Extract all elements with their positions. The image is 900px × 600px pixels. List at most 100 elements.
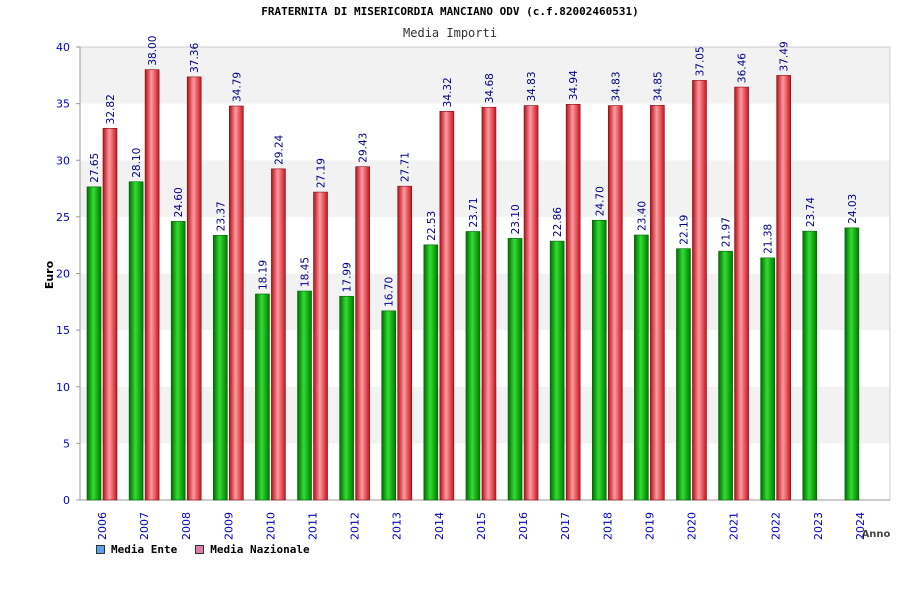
bar-nazionale xyxy=(271,168,286,501)
bar-nazionale xyxy=(481,106,497,501)
value-label: 37.49 xyxy=(779,41,791,71)
bar-ente xyxy=(423,244,439,501)
bar-ente xyxy=(634,234,649,501)
value-label: 36.46 xyxy=(737,53,749,83)
value-labels: 27.65 32.82 28.10 38.00 24.60 37.36 23.37 34.79… xyxy=(89,36,859,307)
x-tick-label: 2007 xyxy=(138,512,151,540)
x-tick-label: 2019 xyxy=(643,512,656,540)
value-label: 24.70 xyxy=(594,186,606,216)
bar-ente xyxy=(381,310,397,501)
y-tick-label: 10 xyxy=(56,381,70,394)
x-tick-label: 2009 xyxy=(222,512,235,540)
value-label: 34.83 xyxy=(610,71,622,101)
y-tick-label: 20 xyxy=(56,268,70,281)
value-label: 34.83 xyxy=(526,71,538,101)
grid-band xyxy=(80,47,890,104)
legend-item-ente: Media Ente xyxy=(96,543,177,556)
bar-ente xyxy=(128,181,144,501)
value-label: 18.19 xyxy=(257,260,269,290)
x-tick-label: 2008 xyxy=(180,512,193,540)
bar-nazionale xyxy=(144,69,160,501)
value-label: 23.40 xyxy=(636,201,648,231)
x-tick-label: 2024 xyxy=(854,512,867,540)
x-tick-label: 2016 xyxy=(517,512,530,540)
bar-nazionale xyxy=(355,166,370,501)
x-tick-label: 2023 xyxy=(812,512,825,540)
y-tick-label: 15 xyxy=(56,324,70,337)
bar-nazionale xyxy=(397,185,413,501)
value-label: 21.97 xyxy=(721,217,733,247)
bar-ente xyxy=(549,240,565,501)
bar-ente xyxy=(591,219,607,501)
value-label: 32.82 xyxy=(105,94,117,124)
y-tick-label: 25 xyxy=(56,211,70,224)
y-tick-label: 40 xyxy=(56,41,70,54)
value-label: 27.19 xyxy=(316,158,328,188)
bar-ente xyxy=(465,231,481,501)
x-tick-label: 2013 xyxy=(391,512,404,540)
value-label: 23.74 xyxy=(805,197,817,227)
value-label: 28.10 xyxy=(131,148,143,178)
value-label: 23.37 xyxy=(215,201,227,231)
value-label: 29.24 xyxy=(273,134,285,164)
x-tick-label: 2014 xyxy=(433,512,446,540)
x-tick-label: 2006 xyxy=(96,512,109,540)
bar-ente xyxy=(170,221,186,501)
bar-ente xyxy=(213,235,228,501)
value-label: 21.38 xyxy=(763,224,775,254)
bar-nazionale xyxy=(565,104,581,501)
value-label: 34.68 xyxy=(484,73,496,103)
legend: Media Ente Media Nazionale xyxy=(96,543,310,556)
bar-nazionale xyxy=(186,76,202,501)
value-label: 16.70 xyxy=(384,277,396,307)
bar-ente xyxy=(297,290,312,501)
x-tick-label: 2012 xyxy=(349,512,362,540)
x-tick-label: 2017 xyxy=(559,512,572,540)
bar-ente xyxy=(86,186,102,501)
bar-ente xyxy=(507,238,523,501)
x-tick-label: 2015 xyxy=(475,512,488,540)
x-axis-label: Anno xyxy=(862,529,891,540)
legend-swatch-ente xyxy=(96,545,105,554)
chart-subtitle: Media Importi xyxy=(403,26,497,40)
x-tick-label: 2020 xyxy=(685,512,698,540)
value-label: 27.71 xyxy=(400,152,412,182)
bar-nazionale xyxy=(102,128,118,501)
value-label: 29.43 xyxy=(358,133,370,163)
x-tick-label: 2018 xyxy=(601,512,614,540)
value-label: 22.19 xyxy=(678,215,690,245)
x-tick-label: 2021 xyxy=(728,512,741,540)
value-label: 34.32 xyxy=(442,77,454,107)
bar-ente xyxy=(844,227,860,501)
bar-nazionale xyxy=(776,75,791,501)
value-label: 37.36 xyxy=(189,43,201,73)
bars xyxy=(86,69,860,501)
legend-label-nazionale: Media Nazionale xyxy=(210,543,310,556)
value-label: 24.60 xyxy=(173,187,185,217)
x-tick-label: 2011 xyxy=(307,512,320,540)
bar-ente xyxy=(760,257,775,501)
y-axis-label: Euro xyxy=(43,260,56,289)
value-label: 23.10 xyxy=(510,204,522,234)
value-label: 24.03 xyxy=(847,194,859,224)
bar-ente xyxy=(339,295,354,501)
y-tick-label: 35 xyxy=(56,98,70,111)
bar-nazionale xyxy=(607,105,623,501)
legend-item-nazionale: Media Nazionale xyxy=(195,543,310,556)
y-tick-label: 30 xyxy=(56,154,70,167)
x-tick-label: 2010 xyxy=(264,512,277,540)
value-label: 22.53 xyxy=(426,211,438,241)
bar-ente xyxy=(802,230,818,501)
bar-ente xyxy=(676,248,691,501)
bar-nazionale xyxy=(650,105,665,501)
value-label: 37.05 xyxy=(694,46,706,76)
value-label: 22.86 xyxy=(552,207,564,237)
value-label: 23.71 xyxy=(468,197,480,227)
chart-title: FRATERNITA DI MISERICORDIA MANCIANO ODV … xyxy=(261,5,639,18)
legend-label-ente: Media Ente xyxy=(111,543,178,556)
x-tick-label: 2022 xyxy=(770,512,783,540)
bar-nazionale xyxy=(692,80,707,501)
bar-nazionale xyxy=(439,111,455,501)
bar-nazionale xyxy=(523,105,539,501)
